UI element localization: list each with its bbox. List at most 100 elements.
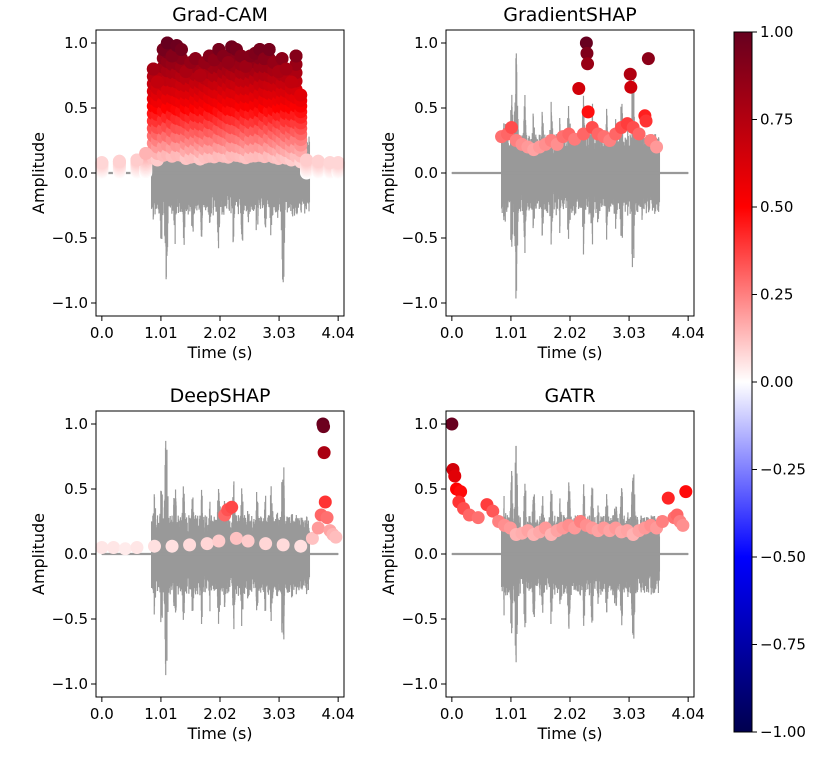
- x-tick-label: 2.02: [203, 705, 236, 723]
- x-tick-label: 4.04: [321, 324, 354, 342]
- point: [445, 417, 459, 431]
- x-tick-label: 3.03: [262, 705, 295, 723]
- x-tick-label: 1.01: [144, 324, 177, 342]
- y-axis-label: Amplitude: [29, 132, 48, 214]
- waveform: [451, 53, 689, 299]
- y-tick-label: 0.5: [64, 480, 88, 498]
- y-axis-label: Amplitude: [379, 513, 398, 595]
- colorbar-tick-label: −0.75: [760, 636, 806, 654]
- x-tick-label: 4.04: [671, 324, 704, 342]
- point: [581, 57, 595, 71]
- colorbar-tick-label: 1.00: [760, 23, 793, 41]
- y-tick-label: 1.0: [414, 415, 438, 433]
- point: [259, 537, 273, 551]
- point: [289, 49, 303, 63]
- point: [486, 504, 500, 518]
- x-tick-label: 1.01: [494, 324, 527, 342]
- x-axis-label: Time (s): [536, 724, 602, 743]
- colorbar: 1.00 0.75 0.50 0.25 0.00 −0.25 −0.50 −0.75 −1.00: [733, 23, 806, 741]
- colorbar-tick-label: 0.25: [760, 286, 793, 304]
- y-tick-label: 0.0: [64, 164, 88, 182]
- point: [679, 485, 693, 499]
- panel-deepshap: 0.0 1.01 2.02 3.03 4.04 1.0 0.5 0.0 −0.5 −1.0 Deep…: [29, 385, 355, 743]
- point: [200, 537, 214, 551]
- panel-title: DeepSHAP: [170, 385, 271, 407]
- point: [130, 541, 144, 554]
- point: [580, 46, 594, 60]
- point: [318, 495, 332, 509]
- colorbar-tick-label: −1.00: [760, 723, 806, 741]
- point: [294, 539, 308, 553]
- colorbar-tick-label: −0.25: [760, 461, 806, 479]
- point: [676, 518, 690, 532]
- point: [329, 530, 343, 544]
- point: [579, 36, 593, 50]
- panel-gradientshap: 0.0 1.01 2.02 3.03 4.04 1.0 0.5 0.0 −0.5 −1.0 Grad…: [379, 4, 705, 362]
- point: [311, 521, 325, 535]
- point: [234, 49, 248, 63]
- x-axis-label: Time (s): [186, 343, 252, 362]
- panel-gradcam: 0.0 1.01 2.02 3.03 4.04 1.0 0.5 0.0 −0.5 −1.0 Grad…: [29, 4, 355, 362]
- waveform: [451, 445, 689, 663]
- attribution-points: [495, 36, 664, 157]
- panel-gatr: 0.0 1.01 2.02 3.03 4.04 1.0 0.5 0.0 −0.5 −1.0 GATR…: [379, 385, 705, 743]
- x-tick-label: 0.0: [440, 705, 464, 723]
- attribution-points: [95, 36, 345, 180]
- point: [95, 156, 109, 170]
- y-tick-label: 0.5: [414, 99, 438, 117]
- y-tick-label: −1.0: [52, 675, 88, 693]
- y-tick-label: 1.0: [414, 34, 438, 52]
- x-tick-label: 2.02: [553, 705, 586, 723]
- point: [275, 52, 289, 66]
- point: [147, 539, 161, 553]
- point: [300, 153, 314, 167]
- y-tick-label: 0.0: [414, 545, 438, 563]
- point: [139, 147, 153, 160]
- waveform: [101, 440, 339, 676]
- x-tick-label: 4.04: [671, 705, 704, 723]
- attribution-points: [445, 417, 693, 541]
- y-tick-label: 0.0: [64, 545, 88, 563]
- panel-title: GradientSHAP: [503, 4, 637, 26]
- point: [650, 140, 664, 154]
- point: [448, 469, 462, 483]
- point: [639, 114, 653, 128]
- colorbar-tick-label: −0.50: [760, 548, 806, 566]
- x-tick-label: 3.03: [262, 324, 295, 342]
- y-tick-label: −0.5: [402, 610, 438, 628]
- x-tick-label: 3.03: [612, 705, 645, 723]
- y-tick-label: 0.5: [64, 99, 88, 117]
- point: [165, 49, 179, 63]
- y-tick-label: −1.0: [402, 294, 438, 312]
- colorbar-tick-label: 0.00: [760, 373, 793, 391]
- x-tick-label: 2.02: [553, 324, 586, 342]
- point: [212, 534, 226, 548]
- point: [581, 105, 595, 119]
- point: [221, 56, 235, 69]
- y-tick-label: 0.0: [414, 164, 438, 182]
- point: [331, 156, 345, 170]
- point: [193, 69, 207, 82]
- attribution-points: [95, 417, 343, 556]
- point: [661, 491, 675, 505]
- y-tick-label: −0.5: [52, 610, 88, 628]
- point: [239, 59, 253, 73]
- point: [641, 52, 655, 66]
- y-tick-label: 0.5: [414, 480, 438, 498]
- x-tick-label: 0.0: [90, 705, 114, 723]
- point: [284, 75, 298, 89]
- x-tick-label: 4.04: [321, 705, 354, 723]
- y-tick-label: −0.5: [52, 229, 88, 247]
- panel-title: GATR: [544, 385, 595, 407]
- point: [229, 531, 243, 545]
- x-tick-label: 1.01: [144, 705, 177, 723]
- colorbar-gradient: [733, 31, 753, 733]
- y-axis-label: Amplitude: [379, 132, 398, 214]
- point: [241, 534, 255, 548]
- point: [632, 127, 646, 141]
- point: [454, 485, 468, 499]
- point: [624, 80, 638, 94]
- x-tick-label: 0.0: [440, 324, 464, 342]
- point: [107, 541, 121, 554]
